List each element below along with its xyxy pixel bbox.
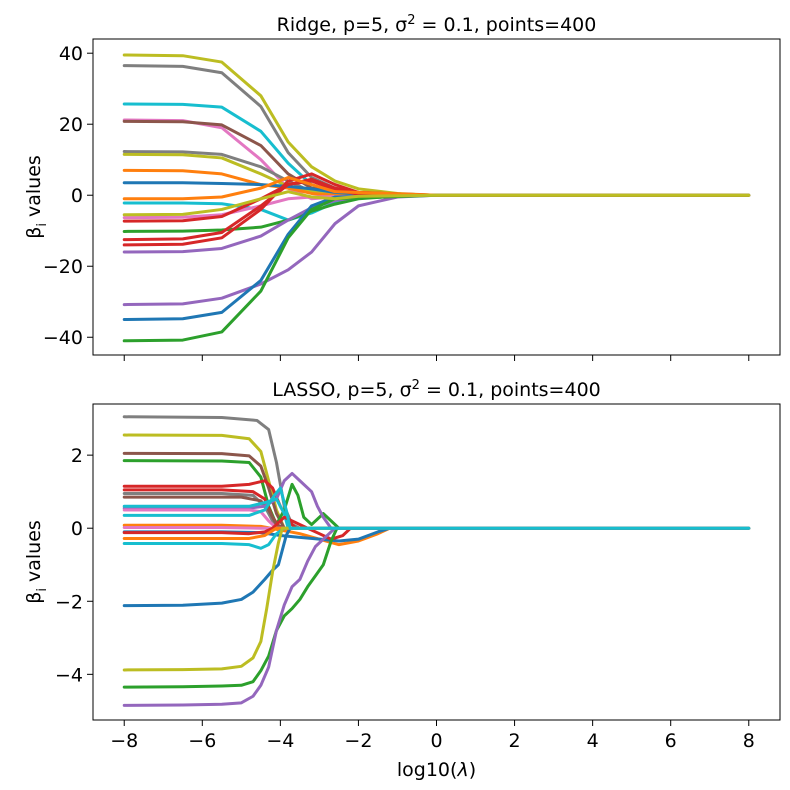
text-part-sub: i	[35, 588, 50, 592]
series-line-1	[122, 64, 751, 197]
x-tick-label: 2	[509, 730, 521, 752]
text-part-sub: i	[35, 223, 50, 227]
y-tick-label: 0	[71, 518, 83, 540]
text-part: )	[469, 759, 476, 781]
x-tick-label: 0	[430, 730, 442, 752]
series-line-20	[122, 190, 751, 217]
series-line-17	[122, 526, 751, 608]
y-tick-label: −4	[55, 664, 83, 686]
series-line-18	[122, 526, 751, 672]
text-part: values	[23, 155, 45, 223]
text-part: log10(	[397, 759, 458, 781]
plot-frame	[92, 403, 781, 721]
text-part: values	[23, 520, 45, 588]
x-tick-label: −4	[266, 730, 294, 752]
chart-title: Ridge, p=5, σ2 = 0.1, points=400	[277, 13, 597, 36]
series-line-0	[122, 415, 751, 530]
text-part: λ	[456, 759, 468, 781]
y-tick-label: −2	[55, 591, 83, 613]
text-part: β	[23, 227, 45, 239]
series-line-12	[122, 193, 751, 233]
text-part: = 0.1, points=400	[416, 14, 597, 36]
x-axis-label: log10(λ)	[397, 759, 476, 781]
y-tick-label: 40	[59, 43, 83, 65]
series-line-14	[122, 515, 751, 541]
series-line-20	[122, 526, 751, 707]
series-line-4	[122, 479, 751, 530]
series-line-2	[122, 451, 751, 530]
series-line-3	[122, 459, 751, 530]
x-tick-label: −8	[110, 730, 138, 752]
chart-title: LASSO, p=5, σ2 = 0.1, points=400	[272, 378, 601, 401]
x-tick-label: −6	[188, 730, 216, 752]
series-line-8	[122, 181, 751, 197]
text-part: = 0.1, points=400	[420, 379, 601, 401]
series-line-19	[122, 526, 751, 689]
y-tick-label: −40	[43, 327, 83, 349]
y-axis-label: βi values	[23, 520, 50, 604]
series-line-21	[122, 486, 751, 530]
ridge-panel: −40 −20 0 20 40 Ridge, p=5, σ2 = 0.1, points=…	[23, 13, 781, 361]
text-part: Ridge, p=5, σ	[277, 14, 408, 36]
text-part: β	[23, 592, 45, 604]
series-line-7	[122, 495, 751, 530]
y-tick-label: 2	[71, 445, 83, 467]
x-tick-label: −2	[344, 730, 372, 752]
y-tick-label: 20	[59, 114, 83, 136]
series-group	[122, 53, 751, 343]
y-axis-label: βi values	[23, 155, 50, 239]
series-group	[122, 415, 751, 707]
series-line-19	[122, 175, 751, 201]
text-part-sup: 2	[412, 378, 420, 393]
text-part-sup: 2	[407, 13, 415, 28]
series-line-3	[122, 118, 751, 201]
x-tick-label: 8	[743, 730, 755, 752]
x-tick-label: 4	[587, 730, 599, 752]
y-tick-label: 0	[71, 185, 83, 207]
y-tick-label: −20	[43, 256, 83, 278]
text-part: LASSO, p=5, σ	[272, 379, 411, 401]
x-tick-label: 6	[665, 730, 677, 752]
series-line-8	[122, 471, 751, 530]
